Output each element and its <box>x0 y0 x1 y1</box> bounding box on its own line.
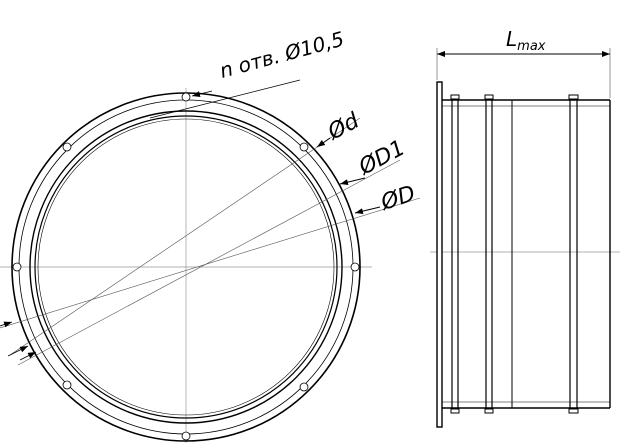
side-rib-caps <box>450 94 579 414</box>
label-lmax-sub: max <box>517 39 546 54</box>
side-flange-plate <box>436 81 443 428</box>
arrow-d-right <box>316 137 331 148</box>
side-view: Lmax <box>430 27 620 428</box>
bolt-hole-top-right <box>299 142 309 152</box>
dim-line-d <box>9 117 361 356</box>
dim-line-D <box>0 197 421 329</box>
label-D: ØD <box>377 181 418 216</box>
arrow-D1-right <box>339 177 366 186</box>
bolt-holes <box>12 92 360 441</box>
bolt-hole-right <box>350 262 360 272</box>
inner-circle-d-outer <box>29 110 343 424</box>
side-ribs <box>451 97 578 411</box>
arrow-D1-left <box>19 351 37 361</box>
label-lmax: Lmax <box>506 27 546 54</box>
bolt-hole-top <box>181 92 191 102</box>
holes-leader-arrow <box>191 90 213 97</box>
arrow-d-left <box>7 345 29 357</box>
arrow-D-right <box>354 206 381 215</box>
bolt-hole-top-left <box>62 142 72 152</box>
bolt-hole-left <box>12 262 22 272</box>
label-d: Ød <box>323 108 364 146</box>
holes-leader-line <box>149 79 301 119</box>
label-holes: n отв. Ø10,5 <box>217 27 347 83</box>
bolt-hole-bottom-left <box>62 380 72 390</box>
bolt-hole-bottom-right <box>299 382 309 392</box>
bolt-hole-bottom <box>181 431 191 441</box>
arrow-D-left <box>0 321 13 328</box>
inner-circle-d-inner <box>37 118 335 416</box>
inner-circle-d <box>34 115 338 419</box>
dim-line-D1 <box>17 159 401 366</box>
label-D1: ØD1 <box>354 136 409 181</box>
label-lmax-main: L <box>506 27 517 51</box>
front-view: n отв. Ø10,5 Ød ØD1 ØD <box>0 27 421 443</box>
